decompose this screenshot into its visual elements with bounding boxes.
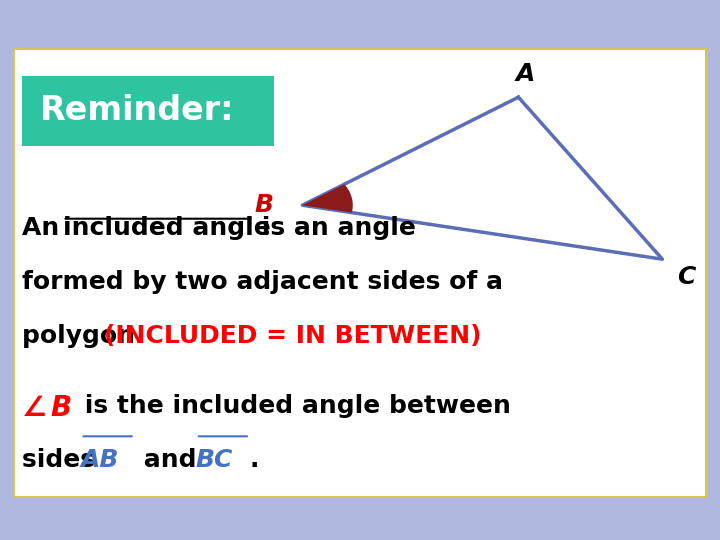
Text: A: A: [516, 63, 535, 86]
Text: ∠: ∠: [22, 394, 47, 422]
Text: formed by two adjacent sides of a: formed by two adjacent sides of a: [22, 270, 503, 294]
Text: included angle: included angle: [63, 216, 271, 240]
Text: polygon.: polygon.: [22, 324, 153, 348]
FancyBboxPatch shape: [22, 76, 274, 146]
Text: is the included angle between: is the included angle between: [76, 394, 510, 418]
Text: (INCLUDED = IN BETWEEN): (INCLUDED = IN BETWEEN): [104, 324, 482, 348]
Text: An: An: [22, 216, 68, 240]
Text: BC: BC: [196, 448, 233, 472]
FancyBboxPatch shape: [14, 49, 706, 497]
Text: is an angle: is an angle: [253, 216, 425, 240]
Text: and: and: [135, 448, 205, 472]
Text: C: C: [677, 265, 696, 288]
Text: B: B: [255, 193, 274, 217]
Text: Reminder:: Reminder:: [40, 94, 234, 127]
Text: AB: AB: [81, 448, 119, 472]
Text: sides: sides: [22, 448, 104, 472]
Text: .: .: [250, 448, 259, 472]
Polygon shape: [302, 184, 353, 213]
Text: B: B: [50, 394, 71, 422]
